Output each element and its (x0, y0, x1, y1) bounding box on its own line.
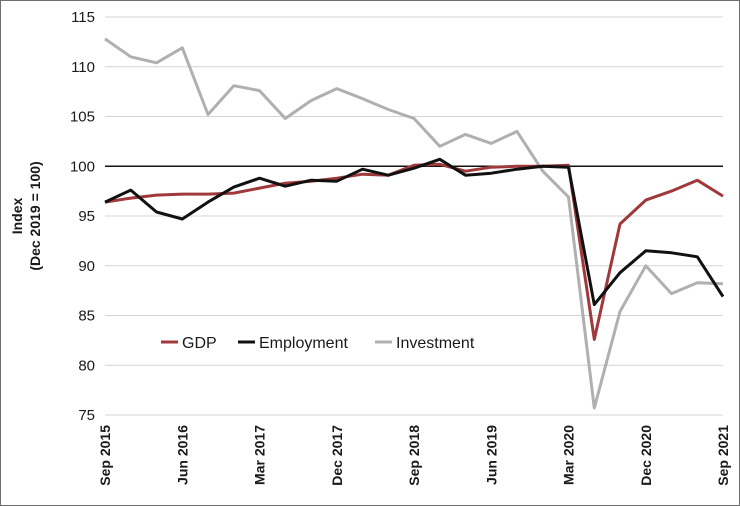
data-point-investment (181, 47, 183, 49)
data-point-investment (155, 62, 157, 64)
data-point-employment (155, 211, 157, 213)
data-point-investment (439, 145, 441, 147)
data-point-investment (464, 133, 466, 135)
y-tick-label: 75 (78, 407, 95, 424)
data-point-gdp (130, 197, 132, 199)
x-tick-label: Sep 2021 (715, 425, 731, 486)
data-point-investment (104, 38, 106, 40)
y-tick-label: 105 (70, 109, 95, 126)
data-point-employment (439, 158, 441, 160)
x-tick-label: Dec 2020 (638, 425, 654, 486)
data-point-employment (181, 218, 183, 220)
data-point-gdp (439, 163, 441, 165)
data-point-investment (284, 117, 286, 119)
y-tick-label: 110 (71, 59, 95, 76)
data-point-employment (490, 172, 492, 174)
data-point-employment (361, 168, 363, 170)
series-line-employment (104, 157, 725, 307)
data-point-gdp (413, 164, 415, 166)
data-point-employment (284, 185, 286, 187)
data-point-investment (310, 99, 312, 101)
y-tick-label: 90 (78, 258, 95, 275)
data-point-gdp (645, 199, 647, 201)
y-tick-label: 100 (70, 158, 95, 175)
x-tick-label: Jun 2016 (174, 425, 190, 485)
data-point-gdp (516, 165, 518, 167)
data-point-employment (258, 177, 260, 179)
data-point-employment (722, 295, 724, 297)
data-point-employment (670, 252, 672, 254)
data-point-investment (670, 292, 672, 294)
x-tick-label: Mar 2020 (561, 425, 577, 485)
data-point-gdp (336, 177, 338, 179)
y-tick-label: 85 (78, 308, 95, 325)
data-point-investment (593, 407, 595, 409)
data-point-investment (516, 130, 518, 132)
data-point-gdp (593, 338, 595, 340)
data-point-gdp (619, 223, 621, 225)
data-point-gdp (233, 192, 235, 194)
data-point-investment (645, 265, 647, 267)
data-point-investment (567, 196, 569, 198)
data-point-investment (387, 108, 389, 110)
y-tick-label: 95 (78, 208, 95, 225)
data-point-employment (336, 180, 338, 182)
data-point-employment (207, 201, 209, 203)
x-tick-label: Jun 2019 (483, 425, 499, 485)
data-point-employment (567, 166, 569, 168)
data-point-employment (542, 165, 544, 167)
data-point-investment (258, 89, 260, 91)
x-tick-label: Sep 2015 (97, 425, 113, 486)
data-point-gdp (464, 170, 466, 172)
data-point-gdp (361, 173, 363, 175)
y-axis-title-line1: Index (9, 198, 25, 235)
data-point-employment (310, 179, 312, 181)
data-point-employment (464, 174, 466, 176)
data-point-employment (413, 167, 415, 169)
data-point-investment (336, 87, 338, 89)
data-point-employment (516, 168, 518, 170)
data-point-gdp (155, 194, 157, 196)
data-point-gdp (722, 195, 724, 197)
data-point-employment (233, 186, 235, 188)
data-point-gdp (258, 187, 260, 189)
data-point-gdp (490, 166, 492, 168)
series-line-investment (104, 37, 724, 410)
data-point-employment (593, 303, 595, 305)
data-point-investment (722, 282, 724, 284)
data-point-gdp (284, 182, 286, 184)
data-point-gdp (696, 179, 698, 181)
y-tick-label: 80 (78, 357, 95, 374)
legend-label-investment: Investment (396, 335, 475, 352)
data-point-employment (387, 174, 389, 176)
legend-label-employment: Employment (259, 335, 348, 352)
data-point-investment (490, 142, 492, 144)
data-point-investment (542, 170, 544, 172)
x-tick-label: Dec 2017 (329, 425, 345, 486)
data-point-investment (130, 56, 132, 58)
y-tick-label: 115 (71, 9, 95, 26)
data-point-employment (130, 189, 132, 191)
x-tick-label: Mar 2017 (252, 425, 268, 485)
legend-label-gdp: GDP (182, 335, 217, 352)
data-point-employment (645, 250, 647, 252)
data-point-gdp (207, 193, 209, 195)
data-point-investment (619, 310, 621, 312)
data-point-investment (207, 113, 209, 115)
data-point-employment (104, 201, 106, 203)
data-point-gdp (670, 190, 672, 192)
data-point-investment (696, 281, 698, 283)
series-line-gdp (104, 162, 724, 341)
y-axis-title-line2: (Dec 2019 = 100) (27, 161, 43, 270)
data-point-employment (696, 256, 698, 258)
data-point-employment (619, 272, 621, 274)
data-point-investment (413, 117, 415, 119)
data-point-gdp (181, 193, 183, 195)
data-point-investment (233, 84, 235, 86)
data-point-investment (361, 97, 363, 99)
x-tick-label: Sep 2018 (406, 425, 422, 486)
